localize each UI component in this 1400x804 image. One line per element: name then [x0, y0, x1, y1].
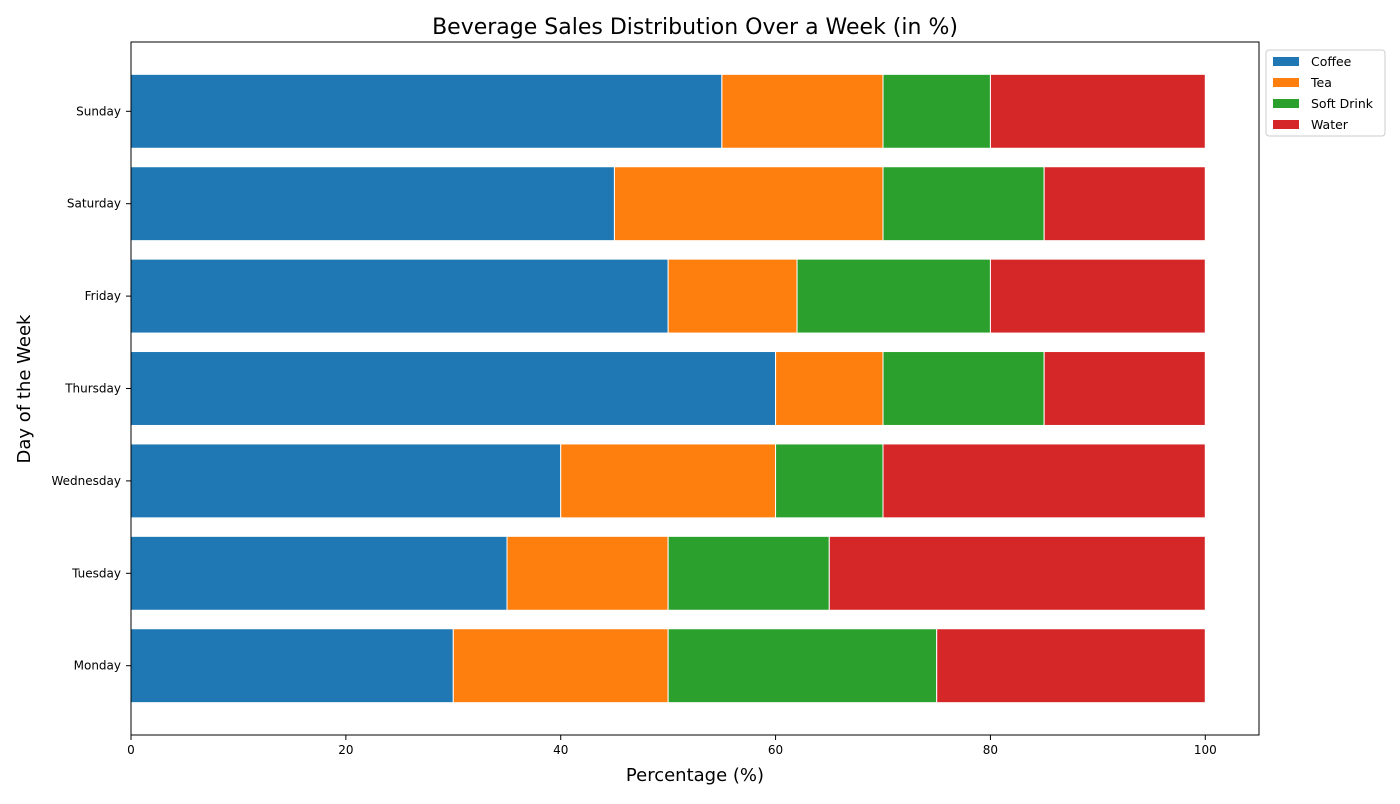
bar-tea-saturday [613, 166, 884, 242]
bar-soft-drink-monday [667, 628, 938, 704]
legend-swatch-tea [1273, 78, 1299, 87]
legend-label-tea: Tea [1310, 75, 1332, 90]
y-tick-label: Monday [74, 659, 121, 673]
y-tick-label: Saturday [67, 197, 121, 211]
x-tick-label: 40 [553, 743, 568, 757]
legend-swatch-water [1273, 120, 1299, 129]
chart-title: Beverage Sales Distribution Over a Week … [432, 15, 958, 40]
x-tick-label: 80 [983, 743, 998, 757]
y-tick-label: Friday [85, 289, 121, 303]
x-tick-label: 20 [338, 743, 353, 757]
bar-coffee-friday [130, 258, 669, 334]
bar-water-friday [989, 258, 1206, 334]
x-tick-label: 100 [1194, 743, 1217, 757]
x-tick-label: 0 [127, 743, 135, 757]
x-tick-label: 60 [768, 743, 783, 757]
bar-tea-sunday [721, 73, 884, 149]
bar-coffee-sunday [130, 73, 723, 149]
legend-swatch-coffee [1273, 57, 1299, 66]
bar-coffee-saturday [130, 166, 615, 242]
legend-label-coffee: Coffee [1311, 54, 1352, 69]
x-axis-title: Percentage (%) [626, 765, 764, 786]
bar-water-monday [936, 628, 1206, 704]
bar-coffee-monday [130, 628, 454, 704]
legend-swatch-soft-drink [1273, 99, 1299, 108]
y-tick-label: Tuesday [71, 566, 121, 580]
bar-coffee-thursday [130, 351, 777, 426]
bar-tea-friday [667, 258, 798, 334]
bar-soft-drink-friday [796, 258, 991, 334]
legend-label-soft-drink: Soft Drink [1311, 96, 1374, 111]
bar-water-sunday [989, 73, 1206, 149]
y-axis-ticks: Monday Tuesday Wednesday Thursday Friday Satu… [52, 104, 131, 673]
bar-water-wednesday [882, 443, 1206, 519]
bar-soft-drink-saturday [882, 166, 1045, 242]
legend-label-water: Water [1311, 117, 1349, 132]
bar-soft-drink-wednesday [775, 443, 884, 519]
bar-tea-monday [452, 628, 669, 704]
bar-soft-drink-tuesday [667, 535, 830, 611]
y-tick-label: Wednesday [52, 474, 121, 488]
bar-coffee-tuesday [130, 535, 508, 611]
legend-frame [1265, 49, 1386, 137]
bars-layer [130, 73, 1206, 704]
y-axis-title: Day of the Week [14, 314, 35, 463]
legend: Coffee Tea Soft Drink Water [1265, 49, 1386, 137]
bar-tea-tuesday [506, 535, 669, 611]
y-tick-label: Thursday [64, 382, 121, 396]
bar-coffee-wednesday [130, 443, 562, 519]
bar-water-saturday [1043, 166, 1206, 242]
bar-tea-thursday [775, 351, 884, 426]
bar-water-tuesday [828, 535, 1206, 611]
y-tick-label: Sunday [76, 104, 121, 118]
x-axis-ticks: 0 20 40 60 80 100 [127, 735, 1217, 757]
bar-soft-drink-thursday [882, 351, 1045, 426]
bar-water-thursday [1043, 351, 1206, 426]
bar-tea-wednesday [560, 443, 777, 519]
bar-soft-drink-sunday [882, 73, 991, 149]
